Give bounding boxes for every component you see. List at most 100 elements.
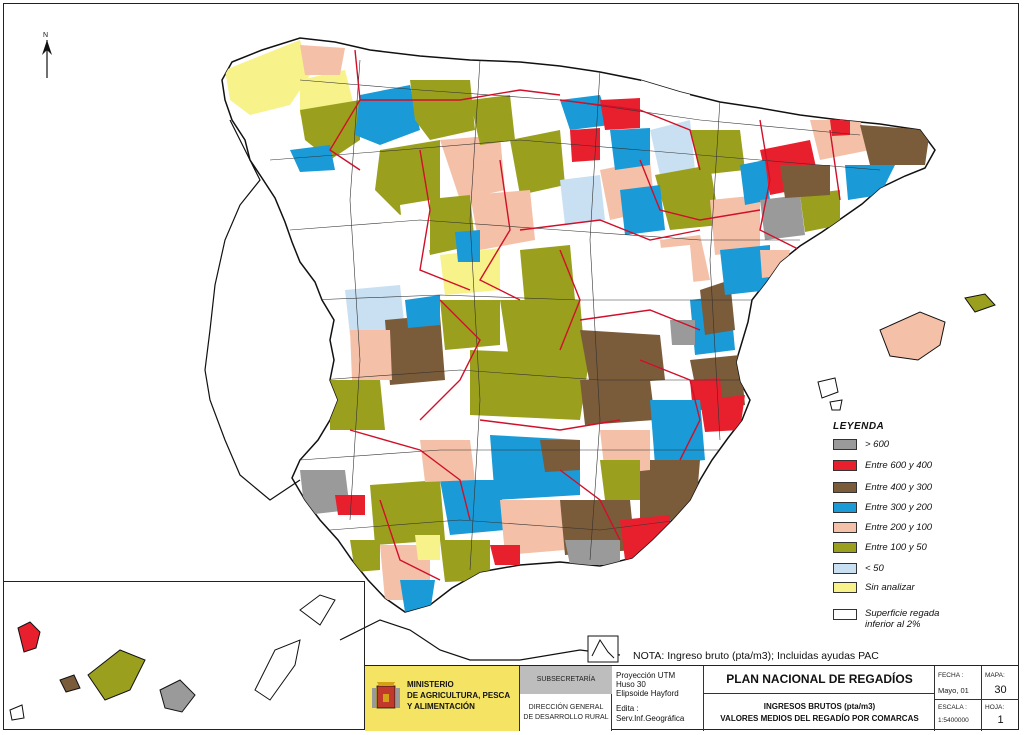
escala-label: ESCALA : — [938, 704, 967, 711]
legend-label: Entre 400 y 300 — [865, 481, 933, 493]
island-la-palma — [17, 621, 41, 653]
legend-label: Entre 600 y 400 — [865, 459, 933, 471]
legend-swatch — [833, 562, 857, 574]
region-brown — [580, 380, 655, 425]
island-tenerife — [87, 649, 146, 701]
region-brown — [580, 330, 665, 385]
legend-item: < 50 — [833, 561, 884, 575]
fecha-value: Mayo, 01 — [938, 686, 969, 695]
region-olive — [375, 140, 440, 215]
region-salmon — [440, 135, 505, 200]
projection-line3: Elipsoide Hayford — [616, 689, 679, 698]
island-hierro — [9, 704, 25, 721]
region-blue — [290, 145, 335, 172]
legend-label: Entre 100 y 50 — [865, 541, 927, 553]
region-blue — [845, 165, 895, 200]
mapa-cell: MAPA: 30 HOJA: 1 — [982, 666, 1019, 731]
coat-of-arms-icon — [372, 682, 400, 709]
region-olive — [690, 130, 745, 175]
island-mallorca — [879, 311, 946, 361]
region-white — [400, 200, 430, 255]
legend-label: < 50 — [865, 562, 884, 574]
region-brown — [860, 125, 930, 165]
island-fuerteventura — [254, 639, 301, 701]
region-olive — [300, 100, 360, 160]
region-salmon — [420, 440, 475, 482]
hoja-label: HOJA: — [985, 704, 1005, 711]
region-brown — [385, 315, 445, 385]
region-salmon — [760, 250, 790, 278]
region-red — [700, 395, 745, 432]
region-olive — [655, 165, 720, 230]
plan-title: PLAN NACIONAL DE REGADÍOS — [726, 672, 913, 686]
legend-label: Entre 200 y 100 — [865, 521, 933, 533]
direccion-line2: DE DESARROLLO RURAL — [523, 714, 609, 721]
legend-swatch — [833, 459, 857, 471]
edita-label: Edita : — [616, 704, 639, 713]
region-red — [620, 515, 670, 560]
projection-line2: Huso 30 — [616, 680, 646, 689]
island-lanzarote — [299, 594, 336, 626]
region-blue — [440, 480, 505, 535]
island-ibiza — [817, 377, 839, 399]
region-light-blue — [560, 175, 605, 225]
legend-label: Sin analizar — [865, 581, 915, 593]
region-galicia-sin-analizar — [225, 40, 310, 115]
region-light-blue — [650, 120, 695, 175]
region-yellow — [415, 535, 440, 560]
dates-cell: FECHA : Mayo, 01 ESCALA : 1:5400000 — [935, 666, 982, 731]
region-olive — [520, 245, 575, 305]
island-gran-canaria — [159, 679, 196, 713]
region-olive — [440, 540, 490, 582]
island-menorca — [964, 293, 996, 313]
fecha-label: FECHA : — [938, 672, 964, 679]
legend-note: Superficie regada inferior al 2% — [833, 608, 939, 630]
ministry-cell: MINISTERIO DE AGRICULTURA, PESCA Y ALIME… — [365, 666, 520, 731]
edita-value: Serv.Inf.Geográfica — [616, 714, 685, 723]
region-olive — [600, 460, 640, 500]
region-blue — [620, 185, 665, 235]
legend-swatch — [833, 438, 857, 450]
legend-swatch — [833, 521, 857, 533]
legend-swatch — [833, 501, 857, 513]
region-olive — [440, 300, 500, 350]
region-olive — [330, 380, 385, 430]
region-salmon — [470, 190, 535, 250]
legend-swatch — [833, 541, 857, 553]
region-blue — [740, 160, 770, 205]
nota-text: NOTA: Ingreso bruto (pta/m3); Incluidas … — [633, 650, 879, 662]
projection-line1: Proyección UTM — [616, 671, 676, 680]
island-gomera — [59, 674, 81, 693]
direccion-line1: DIRECCIÓN GENERAL — [528, 704, 604, 711]
region-grey — [565, 540, 620, 565]
region-red — [570, 128, 600, 162]
projection-cell: Proyección UTM Huso 30 Elipsoide Hayford… — [612, 666, 704, 731]
region-red — [490, 545, 520, 565]
province-borders — [329, 49, 841, 581]
mapa-label: MAPA: — [985, 672, 1005, 679]
legend-swatch — [833, 581, 857, 593]
region-olive — [350, 540, 380, 572]
region-blue — [405, 295, 440, 328]
africa-coast — [339, 619, 621, 661]
region-olive — [470, 95, 515, 145]
escala-value: 1:5400000 — [938, 717, 969, 724]
region-blue — [720, 245, 770, 295]
legend-item: Sin analizar — [833, 580, 915, 594]
north-arrow: N — [42, 32, 52, 78]
region-red — [600, 98, 640, 130]
region-brown — [640, 460, 700, 520]
region-grey — [760, 195, 805, 240]
legend-label: > 600 — [865, 438, 890, 450]
mapa-value: 30 — [994, 684, 1007, 696]
region-olive — [800, 190, 840, 232]
subsecretaria-label: SUBSECRETARÍA — [536, 676, 596, 683]
map-subtitle1: INGRESOS BRUTOS (pta/m3) — [763, 702, 876, 711]
region-brown — [540, 440, 580, 472]
region-blue — [560, 95, 610, 130]
region-salmon — [300, 45, 345, 75]
map-subtitle2: VALORES MEDIOS DEL REGADÍO POR COMARCAS — [720, 714, 919, 723]
region-olive — [410, 80, 475, 140]
legend-swatch — [833, 481, 857, 493]
